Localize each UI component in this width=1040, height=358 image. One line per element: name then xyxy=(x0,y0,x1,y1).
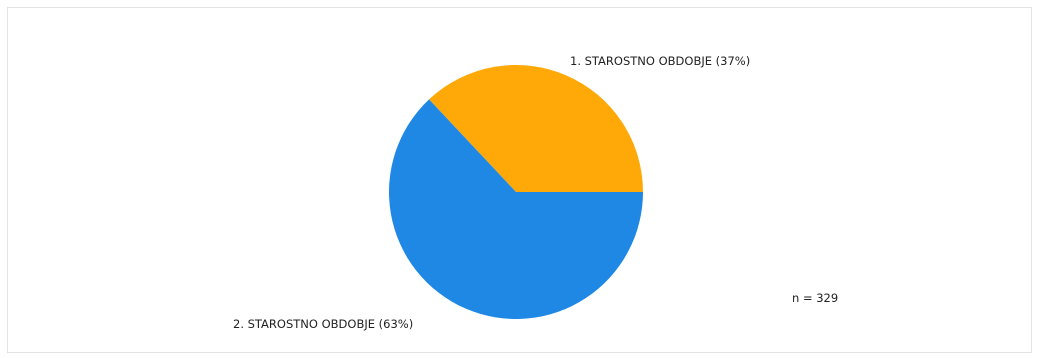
pie-slices xyxy=(388,65,643,319)
pie-slice-1 xyxy=(429,65,643,192)
slice-label-2: 2. STAROSTNO OBDOBJE (63%) xyxy=(233,317,413,331)
slice-label-1: 1. STAROSTNO OBDOBJE (37%) xyxy=(570,54,750,68)
pie-slice-2 xyxy=(388,99,643,319)
sample-size-annotation: n = 329 xyxy=(792,291,838,305)
